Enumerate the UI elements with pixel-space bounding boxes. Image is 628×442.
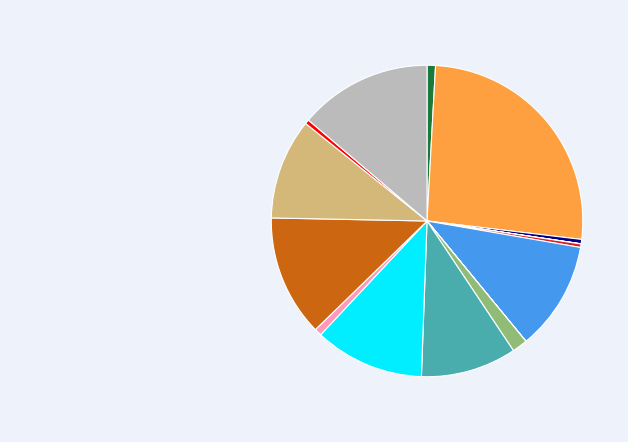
Wedge shape [427, 221, 526, 351]
Wedge shape [427, 65, 436, 221]
Wedge shape [271, 123, 427, 221]
Wedge shape [308, 65, 427, 221]
Wedge shape [315, 221, 427, 335]
Wedge shape [271, 218, 427, 330]
Wedge shape [427, 221, 526, 341]
Wedge shape [427, 221, 526, 341]
Wedge shape [427, 221, 581, 248]
Wedge shape [427, 65, 583, 240]
Wedge shape [321, 221, 427, 377]
Wedge shape [427, 221, 580, 341]
Wedge shape [427, 221, 582, 244]
Wedge shape [427, 221, 581, 244]
Wedge shape [306, 120, 427, 221]
Wedge shape [421, 221, 514, 377]
